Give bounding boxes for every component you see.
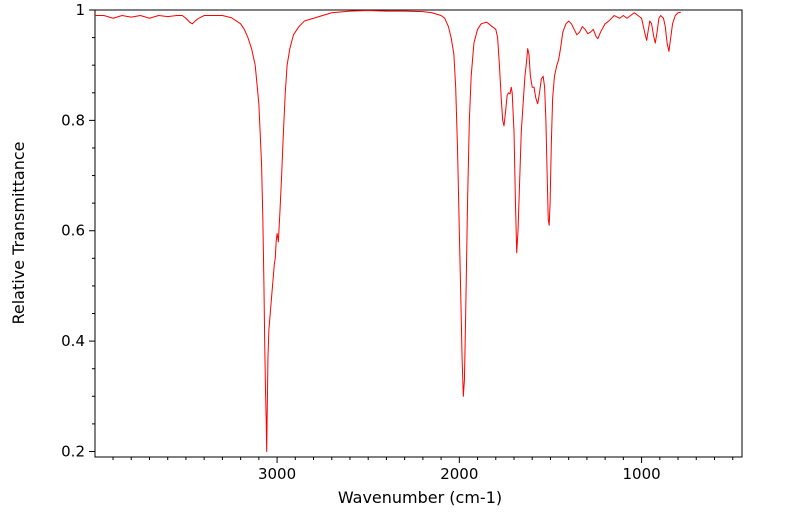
y-tick-label: 0.8	[61, 111, 85, 129]
plot-area	[94, 9, 743, 458]
y-tick-label: 0.4	[61, 332, 85, 350]
y-axis-title: Relative Transmittance	[9, 141, 28, 324]
x-tick-label: 2000	[440, 465, 478, 483]
x-tick-label: 1000	[622, 465, 660, 483]
y-tick-label: 0.6	[61, 222, 85, 240]
plot-frame	[94, 9, 743, 458]
x-tick-label: 3000	[258, 465, 296, 483]
y-tick-label: 0.2	[61, 442, 85, 460]
axis-ticks: 0.2 0.4 0.6 0.8 1 3000 2000 1000	[61, 1, 734, 483]
x-axis-title: Wavenumber (cm-1)	[338, 488, 502, 507]
spectrum-line-0	[95, 10, 681, 452]
y-tick-label: 1	[75, 1, 85, 19]
